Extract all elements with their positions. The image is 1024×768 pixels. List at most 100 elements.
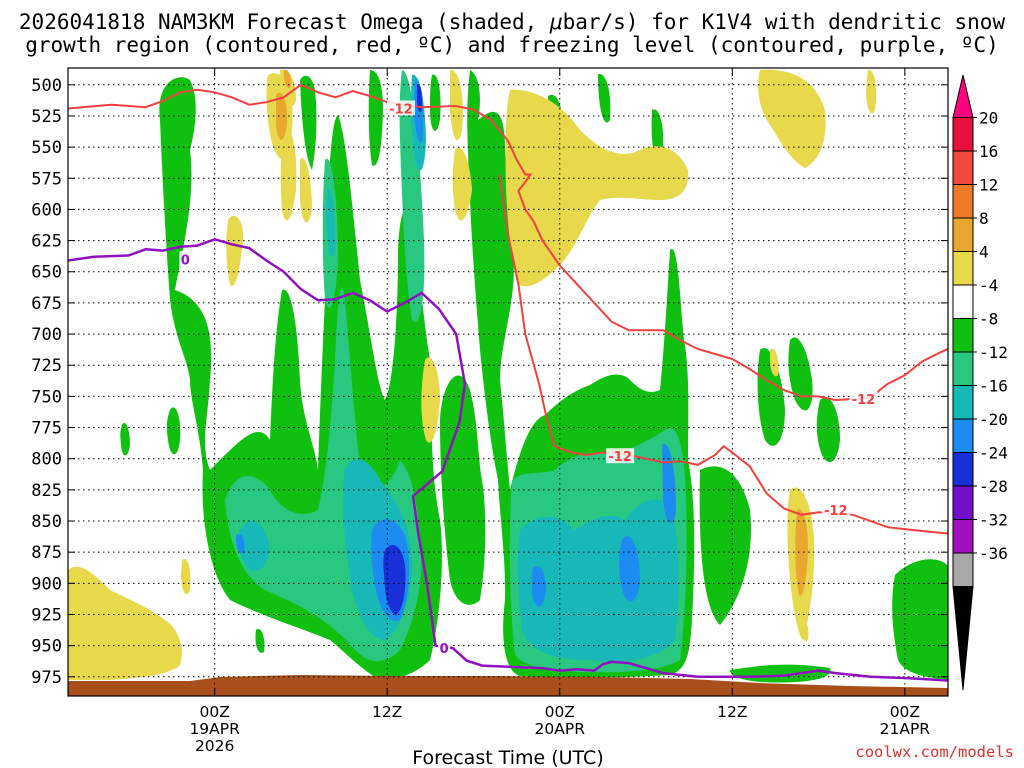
x-tick-label: 12Z [372,703,402,721]
contour-label: -12 [389,102,413,117]
y-tick-label: 925 [31,605,62,625]
omega-yellow-region-mid [421,357,440,443]
contour-labels: -12 -12 -12 -12 0 0 [179,100,878,657]
omega-green-region-far-right [892,559,948,680]
omega-yellow-region-upper-left [226,215,244,286]
x-tick-label: 12Z [717,703,747,721]
y-tick-label: 875 [31,543,62,563]
colorbar-swatch [952,284,974,319]
y-tick-label: 575 [31,169,62,189]
y-tick-label: 850 [31,512,62,532]
omega-green-region-right-1 [699,466,751,625]
y-tick-label: 975 [31,668,62,688]
omega-green-region-right-4 [816,397,840,463]
contour-label: -12 [852,393,876,408]
colorbar-label: 4 [979,243,989,262]
plot-border [67,67,949,697]
y-tick-label: 625 [31,232,62,252]
omega-teal-region-strip-top [399,70,425,322]
contour-label-bg [179,251,192,267]
colorbar-label: -36 [979,544,1008,563]
omega-green-region-middle-left [440,375,486,605]
x-tick-label: 00Z [199,703,229,721]
freezing-level-purple-contour [68,237,948,682]
y-tick-label: 725 [31,356,62,376]
colorbar-label: 16 [979,142,998,161]
contour-label-bg [849,390,878,406]
omega-green-region-top-left-strip [300,75,317,170]
colorbar-label: -12 [979,343,1008,362]
contour-label-bg [606,448,635,464]
colorbar-swatch [952,385,974,420]
grid-layer [68,68,948,696]
omega-yellow-region-small-right [770,349,779,377]
colorbar-label: 12 [979,176,998,195]
omega-green-region-small-3 [255,629,265,653]
dendritic-red-contour-upper [68,83,948,402]
colorbar-label: -28 [979,477,1008,496]
omega-green-region-bottom-right [730,664,831,683]
omega-shading [68,69,948,683]
omega-orange-region-top-2 [283,69,291,89]
omega-cyan-region-left-2 [238,521,269,571]
colorbar-over-triangle [952,74,974,118]
colorbar-swatch [952,217,974,252]
contour-label-bg [387,100,416,116]
colorbar-label: 8 [979,209,989,228]
chart-title-line-1: 2026041818 NAM3KM Forecast Omega (shaded… [19,10,1006,34]
colorbar-label: -24 [979,444,1008,463]
dendritic-red-contour-lower [498,174,948,535]
contour-label-bg [821,501,850,517]
omega-dark-blue-core [383,545,406,615]
omega-green-region-top [368,70,383,166]
y-tick-label: 825 [31,481,62,501]
y-axis-labels: 500 525 550 575 600 625 650 675 700 725 750 775 800 8… [31,76,62,688]
colorbar-label: -8 [979,310,998,329]
colorbar-swatch [952,351,974,386]
contour-label: -12 [824,504,848,519]
x-tick-label: 2026 [195,737,234,755]
omega-orange-region-right [795,509,808,596]
omega-yellow-region-bottom-left [68,566,182,680]
omega-blue-region-middle [532,566,546,607]
omega-green-region-right-3 [788,337,813,411]
y-tick-label: 800 [31,450,62,470]
x-tick-label: 19APR [189,720,240,738]
y-tick-label: 700 [31,325,62,345]
x-tick-label: 00Z [545,703,575,721]
colorbar-swatch [952,552,974,587]
omega-green-region-small-2 [166,407,181,455]
omega-yellow-region-left-upper-strip [300,158,312,223]
credit-text: coolwx.com/models [855,743,1014,761]
colorbar-label: -20 [979,410,1008,429]
y-tick-label: 675 [31,294,62,314]
contour-label: 0 [181,253,190,268]
omega-yellow-region-small-left [181,559,191,595]
y-tick-label: 525 [31,107,62,127]
omega-yellow-region-top-right [758,69,826,168]
omega-yellow-region-small-bottom [800,619,809,642]
omega-blue-region-middle-3 [662,444,676,524]
colorbar-swatch [952,184,974,219]
colorbar-label: -32 [979,511,1008,530]
omega-green-region-small-1 [120,422,130,456]
colorbar-swatch [952,318,974,353]
colorbar-swatch [952,117,974,152]
colorbar: 20 16 12 8 4 -4 -8 -12 -16 -20 -24 -28 -32 -36 [952,74,1008,691]
omega-yellow-region-top-right-2 [866,69,877,114]
x-tick-label: 21APR [880,720,931,738]
y-tick-label: 600 [31,200,62,220]
y-tick-label: 550 [31,138,62,158]
colorbar-swatch [952,519,974,554]
y-tick-label: 775 [31,419,62,439]
omega-cyan-region-middle [517,499,679,662]
contour-label: -12 [608,450,632,465]
colorbar-swatch [952,485,974,520]
x-tick-label: 00Z [890,703,920,721]
omega-green-region-small-5 [598,73,611,123]
y-tick-label: 500 [31,76,62,96]
chart-title-line-2: growth region (contoured, red, ºC) and f… [25,33,999,57]
omega-dark-blue-top [417,84,423,112]
